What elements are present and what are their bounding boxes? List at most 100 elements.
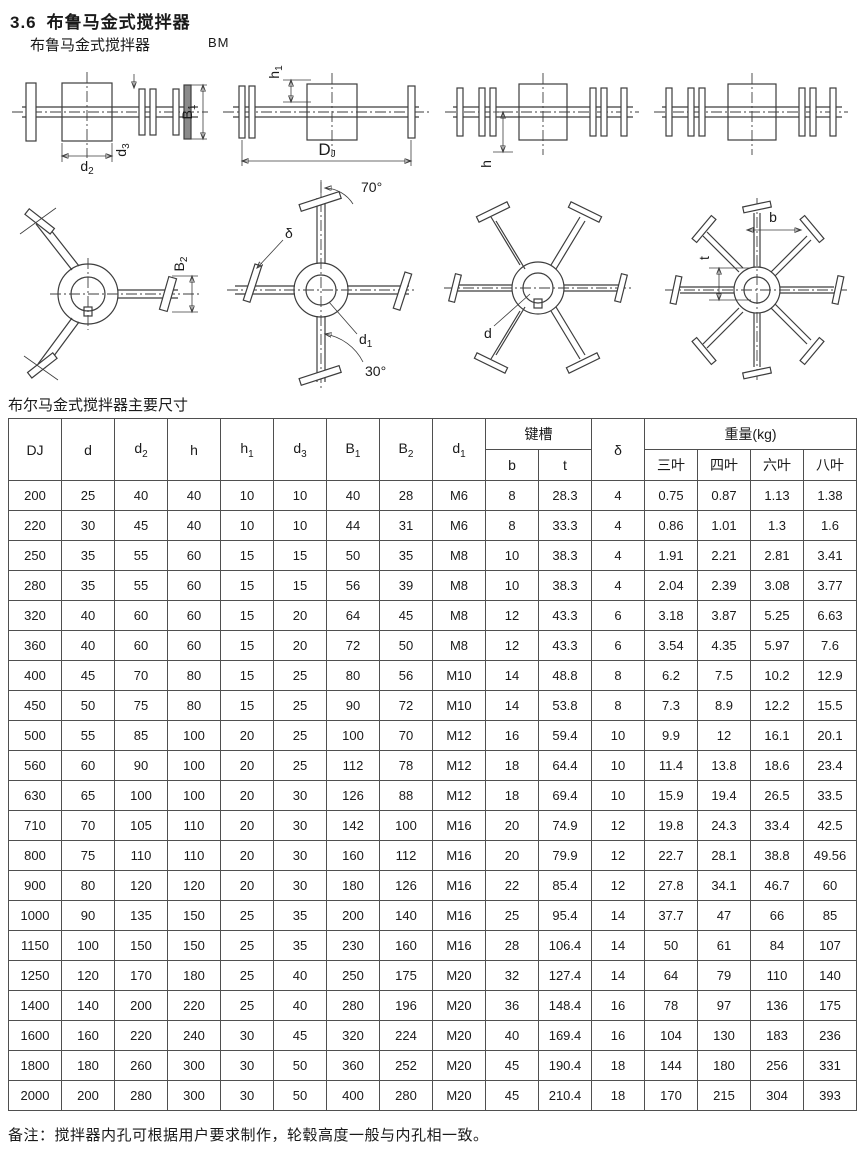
table-cell: 2.04 [644,570,698,601]
table-cell: 16 [591,1020,645,1051]
table-cell: 25 [273,690,327,721]
table-cell: 80 [167,660,221,691]
table-cell: 112 [379,840,433,871]
table-cell: 25 [220,930,274,961]
table-cell: 60 [114,630,168,661]
table-cell: 30 [273,840,327,871]
table-cell: 220 [114,1020,168,1051]
table-cell: 393 [803,1080,857,1111]
table-cell: 112 [326,750,380,781]
table-cell: 360 [8,630,62,661]
table-cell: 14 [485,690,539,721]
table-cell: 19.8 [644,810,698,841]
model-code: BM [208,35,230,50]
table-cell: 15 [220,570,274,601]
header-cell: d3 [273,418,327,481]
table-cell: 8 [485,480,539,511]
impeller-3-blade-drawing: B2 [19,207,202,381]
table-cell: 100 [61,930,115,961]
header-cell: h [167,418,221,481]
product-subtitle-row: 布鲁马金式搅拌器 BM [30,34,229,55]
header-cell: d2 [114,418,168,481]
header-cell: δ [591,418,645,481]
table-cell: 20 [220,720,274,751]
table-cell: 3.77 [803,570,857,601]
table-cell: 0.86 [644,510,698,541]
table-row: 200 25 40 40 10 10 40 28 M6 8 28.3 4 0.75 0.87 1.13 1.3… [8,480,857,511]
table-cell: 27.8 [644,870,698,901]
table-cell: 1.38 [803,480,857,511]
table-cell: 127.4 [538,960,592,991]
table-cell: 88 [379,780,433,811]
section-number: 3.6 [10,13,37,32]
table-cell: 140 [803,960,857,991]
dim-label-B2: B2 [171,256,190,271]
table-cell: 46.7 [750,870,804,901]
table-cell: 42.5 [803,810,857,841]
header-cell: 重量(kg) [644,418,857,450]
table-cell: 300 [167,1080,221,1111]
table-cell: 3.54 [644,630,698,661]
table-cell: 4 [591,510,645,541]
table-cell: 400 [326,1080,380,1111]
table-cell: 200 [114,990,168,1021]
table-cell: 4.35 [697,630,751,661]
table-cell: 66 [750,900,804,931]
table-cell: 70 [61,810,115,841]
table-cell: 34.1 [697,870,751,901]
table-cell: M16 [432,840,486,871]
table-cell: 1.3 [750,510,804,541]
table-cell: 6.63 [803,600,857,631]
table-title: 布尔马金式搅拌器主要尺寸 [8,397,189,414]
table-cell: 40 [273,960,327,991]
table-cell: 60 [167,570,221,601]
table-cell: 110 [750,960,804,991]
table-cell: 22 [485,870,539,901]
table-cell: 100 [379,810,433,841]
table-row: 1150 100 150 150 25 35 230 160 M16 28 106.4 14 50 61 8… [8,930,857,961]
table-cell: 30 [220,1050,274,1081]
table-cell: M12 [432,720,486,751]
table-cell: 2.81 [750,540,804,571]
table-cell: 800 [8,840,62,871]
table-cell: 220 [8,510,62,541]
table-cell: 280 [114,1080,168,1111]
table-cell: 18 [485,780,539,811]
table-cell: 560 [8,750,62,781]
table-cell: 630 [8,780,62,811]
table-cell: 1.13 [750,480,804,511]
table-cell: 78 [379,750,433,781]
table-cell: 175 [803,990,857,1021]
table-cell: 45 [61,660,115,691]
table-cell: 260 [114,1050,168,1081]
table-cell: 1400 [8,990,62,1021]
table-cell: 12.2 [750,690,804,721]
table-cell: M10 [432,660,486,691]
table-cell: 200 [61,1080,115,1111]
table-cell: 40 [326,480,380,511]
side-view-drawings: d2 d3 B1 h1 DJ [10,56,852,174]
impeller-8-blade-drawing: b t [665,198,849,382]
table-cell: 196 [379,990,433,1021]
table-cell: 7.6 [803,630,857,661]
table-cell: 30 [273,810,327,841]
header-cell: 四叶 [697,449,751,481]
table-cell: 85 [114,720,168,751]
table-cell: 56 [379,660,433,691]
table-cell: 250 [8,540,62,571]
table-cell: 50 [379,630,433,661]
table-cell: 5.97 [750,630,804,661]
table-cell: 35 [61,540,115,571]
table-cell: 49.56 [803,840,857,871]
front-view-drawings: B2 70° δ d1 [6,176,856,396]
table-cell: 80 [326,660,380,691]
table-cell: M6 [432,480,486,511]
impeller-4-blade-drawing: 70° δ d1 30° [227,179,417,390]
table-cell: 7.5 [697,660,751,691]
table-cell: 15 [220,660,274,691]
table-cell: 10 [220,480,274,511]
table-cell: 140 [379,900,433,931]
table-cell: 28.3 [538,480,592,511]
table-cell: 85 [803,900,857,931]
